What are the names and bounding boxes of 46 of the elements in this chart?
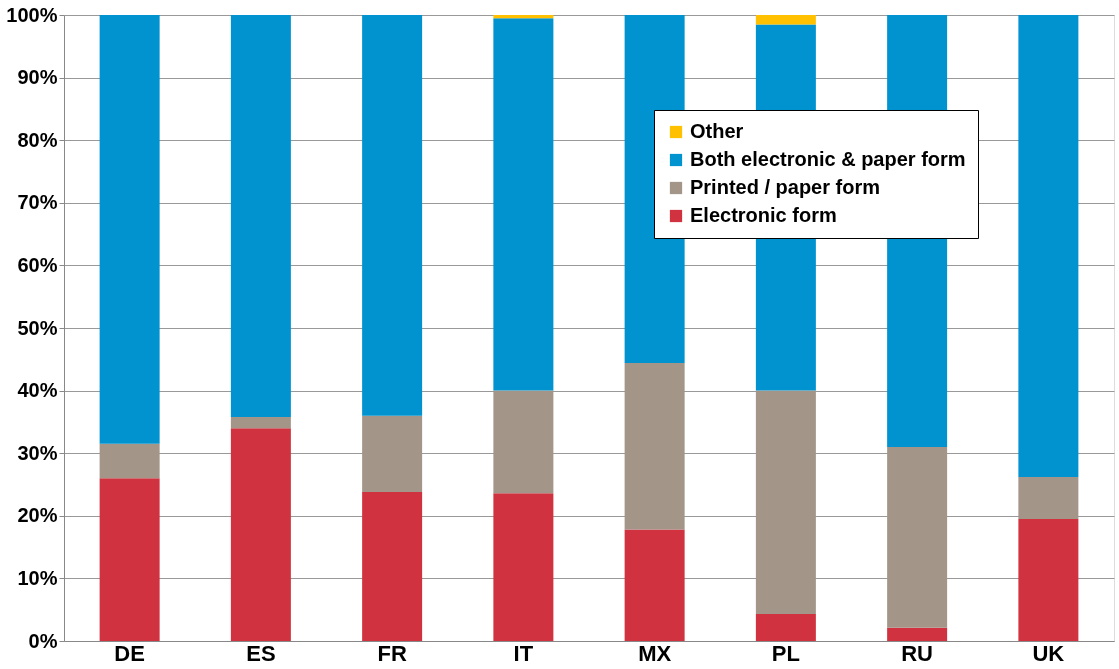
legend-label: Other bbox=[690, 120, 744, 142]
bar bbox=[624, 529, 685, 641]
bar bbox=[887, 446, 948, 628]
bar bbox=[493, 390, 554, 494]
y-tick-label: 30% bbox=[17, 441, 58, 464]
bar bbox=[99, 478, 160, 641]
x-tick-label: UK bbox=[1032, 640, 1065, 666]
bar bbox=[99, 15, 160, 444]
bar bbox=[362, 492, 423, 641]
legend-label: Electronic form bbox=[690, 204, 837, 226]
y-tick-label: 70% bbox=[17, 191, 58, 214]
y-tick-label: 100% bbox=[6, 3, 58, 26]
bar bbox=[99, 443, 160, 479]
bar bbox=[493, 18, 554, 391]
bar bbox=[1018, 15, 1079, 477]
bar bbox=[755, 15, 816, 25]
y-tick-label: 50% bbox=[17, 316, 58, 339]
bar bbox=[887, 627, 948, 641]
x-tick-label: IT bbox=[513, 640, 534, 666]
bar bbox=[1018, 518, 1079, 641]
y-tick-label: 20% bbox=[17, 504, 58, 527]
legend-label: Both electronic & paper form bbox=[690, 148, 966, 170]
x-tick-label: RU bbox=[901, 640, 934, 666]
bar bbox=[755, 390, 816, 615]
x-tick-label: MX bbox=[638, 640, 672, 666]
x-tick-label: FR bbox=[377, 640, 407, 666]
bar bbox=[624, 363, 685, 530]
y-tick-label: 0% bbox=[28, 629, 58, 652]
y-tick-label: 40% bbox=[17, 379, 58, 402]
bar bbox=[230, 15, 291, 417]
y-tick-label: 10% bbox=[17, 566, 58, 589]
bar bbox=[755, 614, 816, 641]
y-tick-label: 60% bbox=[17, 253, 58, 276]
x-tick-label: DE bbox=[114, 640, 145, 666]
legend-label: Printed / paper form bbox=[690, 176, 881, 198]
bar bbox=[493, 493, 554, 641]
bar bbox=[230, 428, 291, 641]
bar bbox=[230, 416, 291, 429]
bar bbox=[493, 15, 554, 19]
bar bbox=[1018, 476, 1079, 519]
x-tick-label: ES bbox=[246, 640, 276, 666]
y-tick-label: 90% bbox=[17, 66, 58, 89]
bar bbox=[362, 15, 423, 416]
bar bbox=[362, 415, 423, 493]
x-tick-label: PL bbox=[771, 640, 800, 666]
y-tick-label: 80% bbox=[17, 128, 58, 151]
